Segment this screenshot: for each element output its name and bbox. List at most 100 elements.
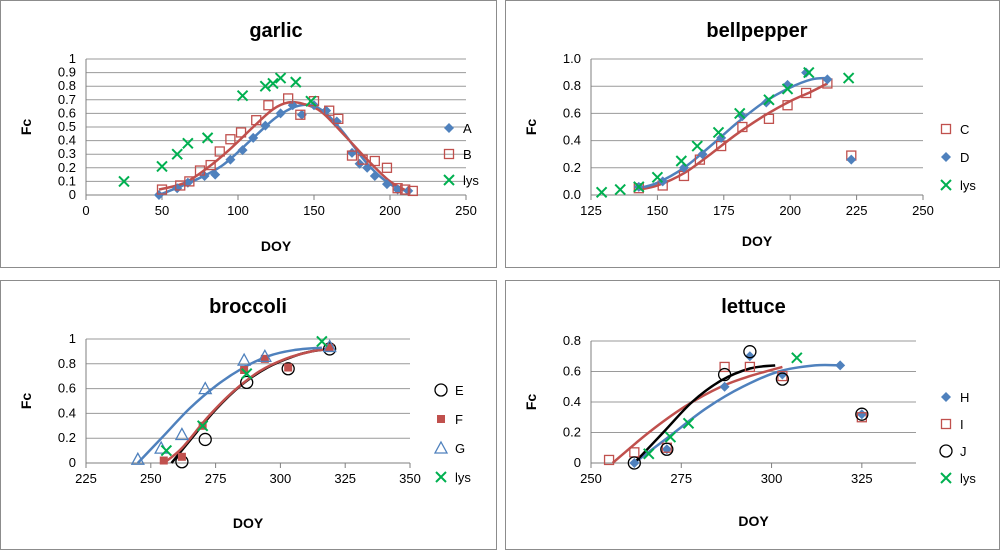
data-point-a <box>153 190 164 200</box>
y-tick-label: 0.5 <box>58 119 76 134</box>
data-point-h <box>856 409 867 420</box>
y-tick-label: 0.2 <box>58 430 76 445</box>
data-point-b <box>381 162 393 173</box>
y-tick-label: 0.8 <box>58 78 76 93</box>
data-point-lys <box>267 77 279 90</box>
data-point-lys <box>316 335 328 348</box>
data-point-d <box>697 149 708 160</box>
data-point-j <box>855 407 869 421</box>
data-point-h <box>719 381 730 392</box>
x-tick-label: 275 <box>205 471 227 486</box>
legend-label-c: C <box>960 122 969 137</box>
chart-broccoli: 0 0.2 0.4 0.6 0.8 1 225 250 275 300 325 350 broccoli… <box>18 296 471 531</box>
fit-curve-e-fit <box>170 347 330 464</box>
data-point-lys <box>682 417 695 430</box>
y-tick-label: 0 <box>69 187 76 202</box>
y-axis-label: Fc <box>18 119 34 136</box>
data-point-lys <box>675 155 688 167</box>
data-point-a <box>260 120 271 131</box>
x-tick-label: 200 <box>379 203 401 218</box>
fit-curve-d-fit <box>638 76 828 190</box>
y-tick-label: 1.0 <box>563 51 581 66</box>
y-tick-label: 0.7 <box>58 92 76 107</box>
y-tick-label: 0.6 <box>58 381 76 396</box>
chart-panel-broccoli: 0 0.2 0.4 0.6 0.8 1 225 250 275 300 325 350 broccoli… <box>0 280 497 550</box>
y-tick-label: 1 <box>69 331 76 346</box>
data-point-b <box>295 109 306 120</box>
x-tick-label: 150 <box>647 203 669 218</box>
legend-marker-e <box>434 383 448 397</box>
data-point-b <box>214 146 225 157</box>
legend-label-a: A <box>463 121 472 136</box>
data-point-a <box>225 154 236 165</box>
data-point-g <box>130 451 145 465</box>
x-tick-label: 275 <box>670 471 692 486</box>
legend-label-f: F <box>455 412 463 427</box>
legend-marker-lys <box>940 179 952 191</box>
data-point-a <box>199 170 210 181</box>
legend-marker-j <box>939 444 953 458</box>
data-point-b <box>333 113 344 124</box>
y-tick-label: 0.4 <box>58 405 76 420</box>
data-point-a <box>347 147 357 158</box>
data-point-lys <box>842 72 855 84</box>
legend-label-lys: lys <box>455 470 471 485</box>
x-tick-label: 175 <box>713 203 735 218</box>
y-tick-label: 0 <box>69 455 76 470</box>
data-point-h <box>835 360 846 371</box>
data-point-b <box>357 154 368 165</box>
data-point-f <box>284 363 293 372</box>
x-tick-label: 325 <box>851 471 873 486</box>
y-tick-label: 0.2 <box>58 160 76 175</box>
data-point-b <box>346 150 358 161</box>
data-point-c <box>782 100 793 111</box>
data-point-lys <box>196 420 209 432</box>
legend-label-lys: lys <box>960 471 976 486</box>
data-point-a <box>369 170 380 181</box>
x-axis-label: DOY <box>233 515 264 531</box>
fit-curve-h-fit <box>633 363 841 464</box>
data-point-a <box>172 183 183 194</box>
data-point-d <box>678 162 689 173</box>
data-point-lys <box>691 140 703 152</box>
x-tick-label: 200 <box>779 203 801 218</box>
data-point-lys <box>160 444 173 457</box>
data-point-d <box>846 154 857 165</box>
data-point-d <box>801 67 812 78</box>
data-point-e <box>240 375 254 390</box>
y-axis-label: Fc <box>18 393 34 410</box>
data-point-lys <box>118 175 130 188</box>
legend-marker-f <box>437 415 445 423</box>
data-point-lys <box>643 448 655 460</box>
x-tick-label: 250 <box>455 203 477 218</box>
data-point-lys <box>240 368 253 380</box>
y-tick-label: 0.4 <box>58 133 76 148</box>
chart-bellpepper: 0.0 0.2 0.4 0.6 0.8 1.0 125 150 175 200 225 250 bell… <box>523 20 976 249</box>
data-point-c <box>800 87 812 99</box>
data-point-i <box>744 361 756 373</box>
data-point-g <box>174 427 189 441</box>
legend-marker-h <box>941 392 951 402</box>
chart-panel-garlic: 0 0.1 0.2 0.3 0.4 0.5 0.6 0.7 0.8 0.9 1 0 50 100 150 20… <box>0 0 497 268</box>
y-tick-label: 1 <box>69 51 76 66</box>
x-tick-label: 325 <box>334 471 356 486</box>
legend-marker-a <box>444 123 454 133</box>
data-point-b <box>400 184 411 195</box>
chart-garlic: 00.10.20.30.40.50.60.70.80.910 50 100 150 20… <box>18 20 479 254</box>
data-point-a <box>275 108 286 119</box>
data-point-h <box>629 458 640 468</box>
data-point-a <box>237 145 248 156</box>
y-axis-label: Fc <box>523 119 539 136</box>
legend-marker-b <box>443 148 455 160</box>
x-tick-label: 125 <box>580 203 602 218</box>
y-tick-label: 0 <box>574 455 581 470</box>
y-tick-label: 0.8 <box>58 356 76 371</box>
y-tick-label: 0.0 <box>563 187 581 202</box>
y-tick-label: 0.2 <box>563 425 581 440</box>
y-tick-label: 0.6 <box>58 105 76 120</box>
data-point-lys <box>614 183 626 196</box>
data-point-j <box>717 367 732 382</box>
y-tick-label: 0.4 <box>563 133 581 148</box>
data-point-f <box>177 452 186 461</box>
data-point-lys <box>791 352 803 364</box>
